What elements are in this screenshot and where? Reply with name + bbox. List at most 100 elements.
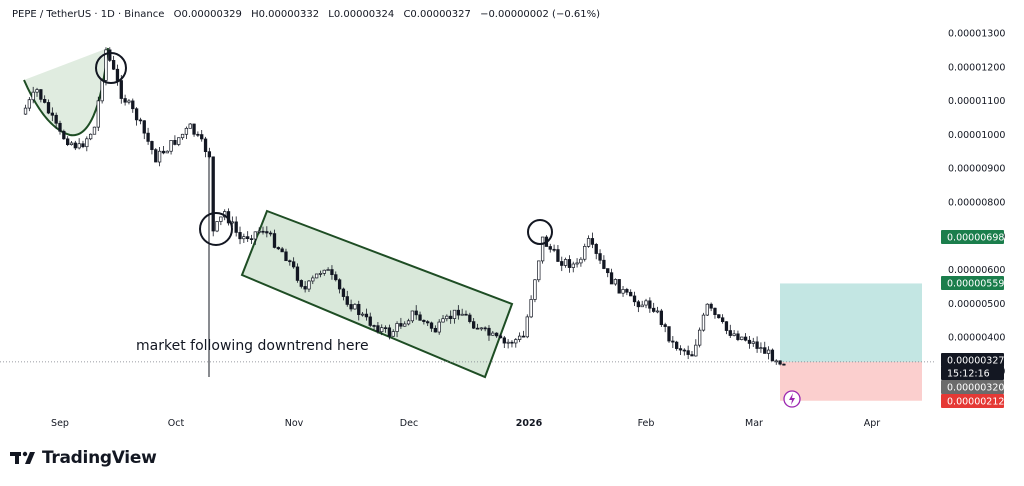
candle-body <box>211 156 215 232</box>
candle-body <box>253 231 257 240</box>
candle-body <box>426 321 430 324</box>
candle-body <box>667 326 671 342</box>
candle-body <box>728 330 732 336</box>
candle-body <box>583 246 587 260</box>
candle-body <box>131 100 135 110</box>
price-tag[interactable]: 15:12:16 <box>941 366 1004 380</box>
lightning-icon-bolt <box>789 393 795 405</box>
candle-body <box>376 325 380 333</box>
candle-body <box>77 143 81 149</box>
crash-circle[interactable] <box>199 212 233 246</box>
candle-body <box>249 238 254 241</box>
candle-body <box>590 238 595 245</box>
candle-body <box>66 138 70 146</box>
candle-body <box>127 100 131 103</box>
peak-circle[interactable] <box>95 52 127 84</box>
stop-loss-zone[interactable] <box>780 361 922 401</box>
candle-body <box>31 91 35 101</box>
candle-body <box>200 134 204 140</box>
price-tag[interactable]: 0.00000320 <box>941 380 1004 394</box>
candle-body <box>146 132 150 142</box>
candle-body <box>58 122 62 132</box>
x-tick-label: Sep <box>51 418 69 429</box>
take-profit-zone[interactable] <box>780 283 922 362</box>
tradingview-brand[interactable]: TradingView <box>10 448 157 468</box>
candle-body <box>322 269 326 274</box>
candle-body <box>35 89 39 93</box>
candle-body <box>464 313 468 316</box>
candle-body <box>579 258 583 264</box>
price-tag[interactable]: 0.00000212 <box>941 394 1004 408</box>
candle-body <box>184 127 189 135</box>
y-tick-label: 0.00000500 <box>948 299 1005 310</box>
candle-body <box>383 327 388 330</box>
candle-body <box>115 68 120 81</box>
candle-body <box>387 327 392 337</box>
candle-body <box>529 299 533 318</box>
candle-body <box>743 336 748 341</box>
symbol-label[interactable]: PEPE / TetherUS · 1D · Binance <box>12 9 165 20</box>
candle-body <box>694 344 698 357</box>
candle-body <box>617 279 621 294</box>
candle-body <box>686 350 690 355</box>
price-tag[interactable]: 0.00000327 <box>941 353 1004 367</box>
lightning-icon[interactable] <box>783 390 801 408</box>
candle-body <box>150 141 154 150</box>
y-tick-label: 0.00000400 <box>948 333 1005 344</box>
candle-body <box>391 331 395 337</box>
price-tag[interactable]: 0.00000698 <box>941 230 1004 244</box>
candle-body <box>475 327 480 330</box>
candle-body <box>46 102 51 114</box>
candle-body <box>39 89 43 100</box>
candle-body <box>720 317 725 323</box>
candle-body <box>406 320 411 325</box>
candle-body <box>326 269 330 271</box>
candle-body <box>678 348 683 351</box>
candle-body <box>111 60 116 70</box>
candle-body <box>506 341 510 344</box>
candle-body <box>563 259 568 266</box>
candle-body <box>403 323 407 327</box>
candle-body <box>314 273 319 279</box>
candle-body <box>491 332 495 336</box>
candle-body <box>452 309 457 319</box>
downtrend-channel[interactable] <box>240 209 514 379</box>
candle-body <box>104 49 108 81</box>
price-tag-bg <box>941 380 1004 394</box>
x-tick-label: 2026 <box>516 418 543 429</box>
candle-body <box>81 143 85 148</box>
candle-body <box>713 307 717 315</box>
candle-body <box>449 315 453 319</box>
candle-body <box>134 108 139 121</box>
candle-body <box>586 238 591 247</box>
candle-body <box>138 119 143 122</box>
candle-body <box>770 349 775 362</box>
candle-body <box>422 319 426 322</box>
candle-body <box>207 151 212 158</box>
candle-body <box>96 100 100 128</box>
candle-body <box>766 349 771 354</box>
price-tag[interactable]: 0.00000559 <box>941 276 1004 290</box>
candle-body <box>498 335 503 339</box>
close-value: C0.00000327 <box>403 9 471 20</box>
candle-body <box>460 313 464 316</box>
rebound-circle[interactable] <box>527 219 553 245</box>
open-value: O0.00000329 <box>173 9 242 20</box>
y-tick-label: 0.00001300 <box>948 29 1005 40</box>
x-tick-label: Feb <box>638 418 655 429</box>
price-tag-bg <box>941 230 1004 244</box>
candle-body <box>280 248 284 253</box>
candle-body <box>778 360 782 365</box>
candle-body <box>246 236 250 240</box>
candle-body <box>740 336 744 340</box>
candle-body <box>483 327 487 330</box>
candle-body <box>238 232 242 240</box>
candle-body <box>142 120 146 134</box>
candle-body <box>399 323 403 327</box>
candle-body <box>655 310 660 313</box>
candle-body <box>697 329 702 346</box>
candle-body <box>682 349 686 352</box>
price-tag-label: 0.00000698 <box>947 233 1004 244</box>
y-tick-label: 0.00001100 <box>948 96 1005 107</box>
